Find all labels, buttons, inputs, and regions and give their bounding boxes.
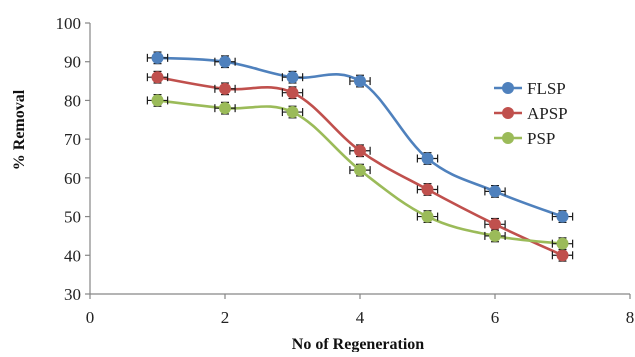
legend-label: APSP bbox=[527, 104, 568, 123]
data-point bbox=[489, 229, 501, 242]
y-tick-label: 60 bbox=[64, 169, 81, 188]
data-point bbox=[219, 55, 231, 68]
x-tick-label: 2 bbox=[221, 308, 230, 327]
data-point bbox=[286, 106, 299, 119]
y-tick-label: 40 bbox=[64, 246, 81, 265]
y-tick-label: 80 bbox=[64, 91, 81, 110]
series-apsp bbox=[146, 70, 574, 262]
series-layer bbox=[146, 51, 574, 262]
y-tick-label: 100 bbox=[56, 14, 82, 33]
x-axis-title: No of Regeneration bbox=[292, 336, 425, 352]
legend-label: FLSP bbox=[527, 79, 566, 98]
axes-layer: 30 40 50 60 70 80 90 100 0 2 4 6 8 bbox=[56, 14, 635, 327]
legend-swatch-marker bbox=[502, 132, 514, 144]
legend-item-flsp: FLSP bbox=[494, 79, 566, 98]
data-point bbox=[151, 51, 164, 64]
y-tick-label: 70 bbox=[64, 130, 81, 149]
data-point bbox=[219, 102, 231, 115]
data-point bbox=[421, 210, 434, 223]
data-point bbox=[556, 237, 569, 250]
data-point bbox=[556, 249, 569, 262]
x-tick-label: 8 bbox=[626, 308, 635, 327]
legend-swatch-marker bbox=[502, 107, 514, 119]
x-tick-label: 6 bbox=[491, 308, 500, 327]
series-psp bbox=[146, 94, 574, 251]
data-point bbox=[421, 152, 434, 165]
data-point bbox=[489, 185, 501, 198]
legend-item-psp: PSP bbox=[494, 129, 555, 148]
data-point bbox=[219, 82, 231, 95]
data-point bbox=[354, 75, 366, 88]
data-point bbox=[151, 94, 164, 107]
series-flsp bbox=[146, 51, 574, 223]
data-point bbox=[489, 218, 501, 231]
y-axis-title: % Removal bbox=[11, 89, 28, 170]
data-point bbox=[556, 210, 569, 223]
data-point bbox=[421, 183, 434, 196]
y-tick-label: 50 bbox=[64, 208, 81, 227]
legend-swatch-marker bbox=[502, 82, 514, 94]
y-tick-label: 90 bbox=[64, 53, 81, 72]
data-point bbox=[286, 71, 299, 84]
data-point bbox=[354, 164, 366, 177]
legend-item-apsp: APSP bbox=[494, 104, 568, 123]
data-point bbox=[286, 86, 299, 99]
data-point bbox=[354, 144, 366, 157]
legend: FLSP APSP PSP bbox=[494, 79, 568, 148]
x-tick-label: 4 bbox=[356, 308, 365, 327]
x-tick-label: 0 bbox=[86, 308, 95, 327]
y-tick-label: 30 bbox=[64, 285, 81, 304]
data-point bbox=[151, 71, 164, 84]
legend-label: PSP bbox=[527, 129, 555, 148]
